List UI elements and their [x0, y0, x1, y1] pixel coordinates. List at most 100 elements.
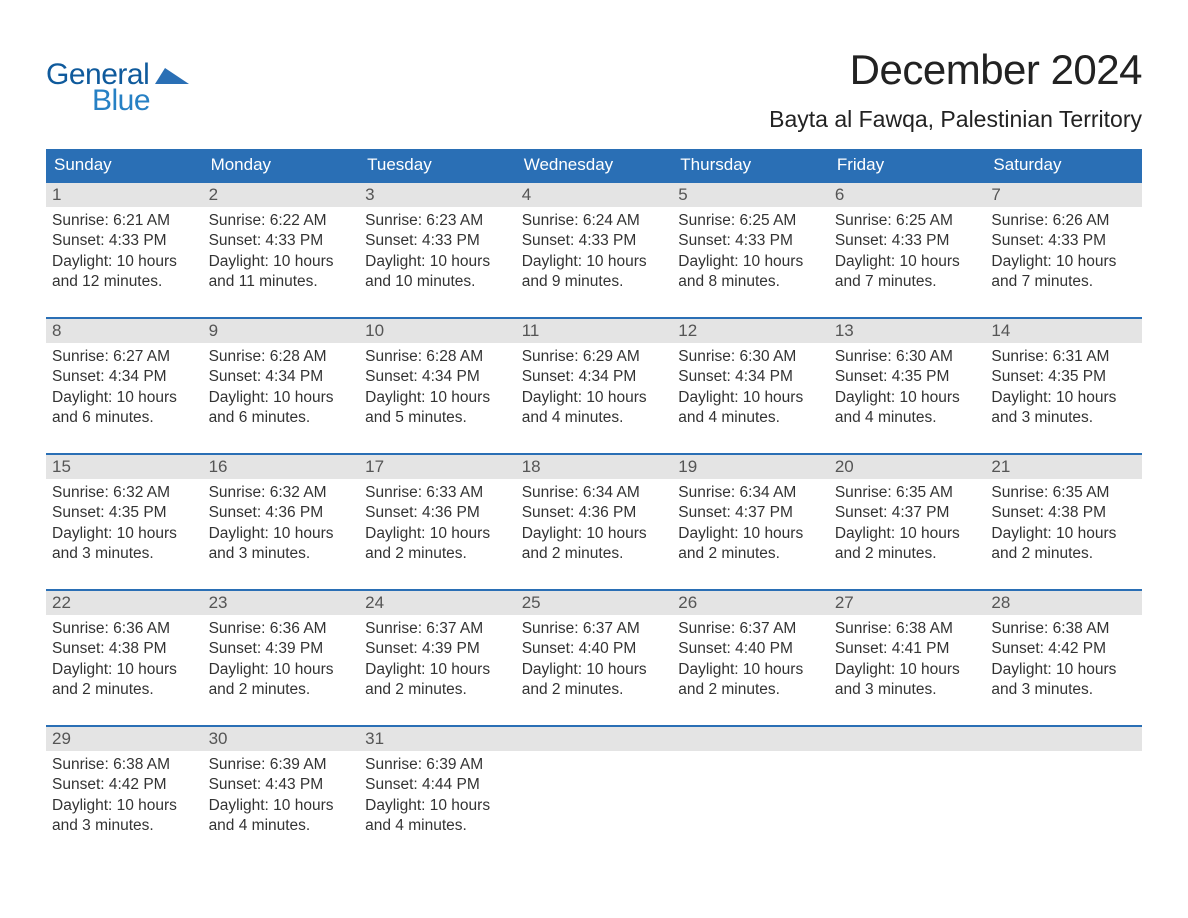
sunset-text: Sunset: 4:40 PM	[678, 639, 823, 659]
day-cell: 15Sunrise: 6:32 AMSunset: 4:35 PMDayligh…	[46, 455, 203, 573]
day-body: Sunrise: 6:22 AMSunset: 4:33 PMDaylight:…	[203, 207, 360, 293]
sunset-text: Sunset: 4:42 PM	[991, 639, 1136, 659]
day-body: Sunrise: 6:23 AMSunset: 4:33 PMDaylight:…	[359, 207, 516, 293]
daylight-text: Daylight: 10 hours and 3 minutes.	[52, 796, 197, 837]
daylight-text: Daylight: 10 hours and 3 minutes.	[835, 660, 980, 701]
day-body: Sunrise: 6:35 AMSunset: 4:38 PMDaylight:…	[985, 479, 1142, 565]
daylight-text: Daylight: 10 hours and 2 minutes.	[522, 524, 667, 565]
day-body: Sunrise: 6:33 AMSunset: 4:36 PMDaylight:…	[359, 479, 516, 565]
sunrise-text: Sunrise: 6:28 AM	[209, 347, 354, 367]
sunrise-text: Sunrise: 6:22 AM	[209, 211, 354, 231]
day-number: 30	[203, 727, 360, 751]
day-number: 28	[985, 591, 1142, 615]
daylight-text: Daylight: 10 hours and 3 minutes.	[52, 524, 197, 565]
day-cell: 28Sunrise: 6:38 AMSunset: 4:42 PMDayligh…	[985, 591, 1142, 709]
title-block: December 2024 Bayta al Fawqa, Palestinia…	[769, 46, 1142, 133]
day-body: Sunrise: 6:36 AMSunset: 4:39 PMDaylight:…	[203, 615, 360, 701]
day-cell: 26Sunrise: 6:37 AMSunset: 4:40 PMDayligh…	[672, 591, 829, 709]
calendar: SundayMondayTuesdayWednesdayThursdayFrid…	[46, 149, 1142, 845]
day-number: 12	[672, 319, 829, 343]
sunrise-text: Sunrise: 6:28 AM	[365, 347, 510, 367]
day-cell: 18Sunrise: 6:34 AMSunset: 4:36 PMDayligh…	[516, 455, 673, 573]
day-cell: 8Sunrise: 6:27 AMSunset: 4:34 PMDaylight…	[46, 319, 203, 437]
sunset-text: Sunset: 4:33 PM	[835, 231, 980, 251]
day-cell	[516, 727, 673, 845]
sunrise-text: Sunrise: 6:37 AM	[678, 619, 823, 639]
day-body: Sunrise: 6:39 AMSunset: 4:43 PMDaylight:…	[203, 751, 360, 837]
day-body: Sunrise: 6:38 AMSunset: 4:42 PMDaylight:…	[46, 751, 203, 837]
daylight-text: Daylight: 10 hours and 4 minutes.	[522, 388, 667, 429]
day-body: Sunrise: 6:32 AMSunset: 4:36 PMDaylight:…	[203, 479, 360, 565]
page-title: December 2024	[769, 46, 1142, 94]
day-number: 6	[829, 183, 986, 207]
day-body: Sunrise: 6:38 AMSunset: 4:41 PMDaylight:…	[829, 615, 986, 701]
logo-mark-icon	[155, 64, 189, 84]
day-number: 1	[46, 183, 203, 207]
sunrise-text: Sunrise: 6:38 AM	[52, 755, 197, 775]
sunrise-text: Sunrise: 6:35 AM	[991, 483, 1136, 503]
day-body: Sunrise: 6:21 AMSunset: 4:33 PMDaylight:…	[46, 207, 203, 293]
sunset-text: Sunset: 4:38 PM	[52, 639, 197, 659]
week-row: 29Sunrise: 6:38 AMSunset: 4:42 PMDayligh…	[46, 725, 1142, 845]
day-cell: 3Sunrise: 6:23 AMSunset: 4:33 PMDaylight…	[359, 183, 516, 301]
day-number-empty	[672, 727, 829, 751]
day-cell: 2Sunrise: 6:22 AMSunset: 4:33 PMDaylight…	[203, 183, 360, 301]
sunrise-text: Sunrise: 6:36 AM	[209, 619, 354, 639]
daylight-text: Daylight: 10 hours and 6 minutes.	[52, 388, 197, 429]
day-number: 27	[829, 591, 986, 615]
day-number: 4	[516, 183, 673, 207]
day-number: 8	[46, 319, 203, 343]
daylight-text: Daylight: 10 hours and 8 minutes.	[678, 252, 823, 293]
day-body: Sunrise: 6:34 AMSunset: 4:37 PMDaylight:…	[672, 479, 829, 565]
day-body: Sunrise: 6:39 AMSunset: 4:44 PMDaylight:…	[359, 751, 516, 837]
day-number: 15	[46, 455, 203, 479]
day-number: 3	[359, 183, 516, 207]
weekday-header: Thursday	[672, 149, 829, 181]
logo-word2: Blue	[92, 84, 150, 118]
day-body: Sunrise: 6:37 AMSunset: 4:39 PMDaylight:…	[359, 615, 516, 701]
day-cell: 20Sunrise: 6:35 AMSunset: 4:37 PMDayligh…	[829, 455, 986, 573]
day-cell: 11Sunrise: 6:29 AMSunset: 4:34 PMDayligh…	[516, 319, 673, 437]
sunset-text: Sunset: 4:34 PM	[365, 367, 510, 387]
daylight-text: Daylight: 10 hours and 4 minutes.	[835, 388, 980, 429]
day-body: Sunrise: 6:29 AMSunset: 4:34 PMDaylight:…	[516, 343, 673, 429]
sunset-text: Sunset: 4:42 PM	[52, 775, 197, 795]
logo: General Blue	[46, 46, 189, 118]
sunrise-text: Sunrise: 6:39 AM	[365, 755, 510, 775]
day-number: 25	[516, 591, 673, 615]
day-cell: 25Sunrise: 6:37 AMSunset: 4:40 PMDayligh…	[516, 591, 673, 709]
day-number: 5	[672, 183, 829, 207]
day-number: 24	[359, 591, 516, 615]
sunrise-text: Sunrise: 6:39 AM	[209, 755, 354, 775]
sunset-text: Sunset: 4:36 PM	[365, 503, 510, 523]
sunrise-text: Sunrise: 6:32 AM	[209, 483, 354, 503]
day-cell: 17Sunrise: 6:33 AMSunset: 4:36 PMDayligh…	[359, 455, 516, 573]
day-cell: 9Sunrise: 6:28 AMSunset: 4:34 PMDaylight…	[203, 319, 360, 437]
day-number-empty	[829, 727, 986, 751]
daylight-text: Daylight: 10 hours and 9 minutes.	[522, 252, 667, 293]
day-cell: 4Sunrise: 6:24 AMSunset: 4:33 PMDaylight…	[516, 183, 673, 301]
sunrise-text: Sunrise: 6:31 AM	[991, 347, 1136, 367]
daylight-text: Daylight: 10 hours and 2 minutes.	[365, 524, 510, 565]
day-body: Sunrise: 6:28 AMSunset: 4:34 PMDaylight:…	[359, 343, 516, 429]
week-row: 15Sunrise: 6:32 AMSunset: 4:35 PMDayligh…	[46, 453, 1142, 573]
weekday-header: Monday	[203, 149, 360, 181]
sunrise-text: Sunrise: 6:30 AM	[835, 347, 980, 367]
day-number: 10	[359, 319, 516, 343]
daylight-text: Daylight: 10 hours and 2 minutes.	[991, 524, 1136, 565]
day-number: 26	[672, 591, 829, 615]
sunrise-text: Sunrise: 6:37 AM	[522, 619, 667, 639]
day-number: 13	[829, 319, 986, 343]
day-cell: 30Sunrise: 6:39 AMSunset: 4:43 PMDayligh…	[203, 727, 360, 845]
sunrise-text: Sunrise: 6:24 AM	[522, 211, 667, 231]
day-body: Sunrise: 6:37 AMSunset: 4:40 PMDaylight:…	[516, 615, 673, 701]
daylight-text: Daylight: 10 hours and 3 minutes.	[991, 660, 1136, 701]
day-number: 14	[985, 319, 1142, 343]
daylight-text: Daylight: 10 hours and 2 minutes.	[52, 660, 197, 701]
week-row: 8Sunrise: 6:27 AMSunset: 4:34 PMDaylight…	[46, 317, 1142, 437]
day-number: 20	[829, 455, 986, 479]
day-body: Sunrise: 6:37 AMSunset: 4:40 PMDaylight:…	[672, 615, 829, 701]
weekday-header: Tuesday	[359, 149, 516, 181]
weekday-header: Saturday	[985, 149, 1142, 181]
day-number: 18	[516, 455, 673, 479]
